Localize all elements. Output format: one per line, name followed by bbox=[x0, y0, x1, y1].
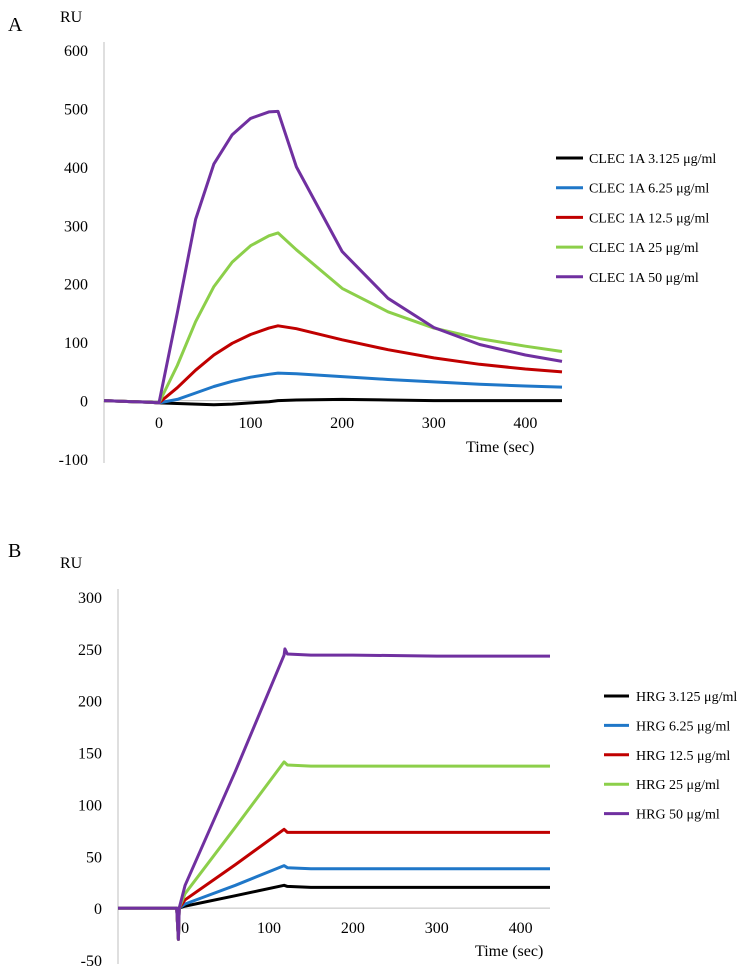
chart-b-y-axis-title: RU bbox=[60, 555, 83, 572]
chart-a-series-line-1 bbox=[103, 397, 562, 407]
panel-b-label: B bbox=[8, 540, 22, 562]
chart-a-y-tick-label: 200 bbox=[64, 277, 88, 294]
chart-a-y-tick-label: 0 bbox=[80, 394, 88, 411]
chart-a-y-tick-label: 500 bbox=[64, 101, 88, 118]
chart-a-y-axis-title: RU bbox=[60, 9, 83, 26]
chart-b-x-tick-label: 400 bbox=[509, 920, 533, 937]
chart-a-x-axis-title: Time (sec) bbox=[466, 439, 534, 456]
panel-a-label: A bbox=[8, 14, 23, 36]
chart-a-x-tick-label: 200 bbox=[330, 415, 354, 432]
chart-b-x-tick-label: 200 bbox=[341, 920, 365, 937]
chart-a-series-line-5 bbox=[103, 109, 563, 405]
chart-a-legend-label-1: CLEC 1A 3.125 μg/ml bbox=[589, 152, 716, 167]
chart-b-legend-label-4: HRG 25 μg/ml bbox=[636, 778, 720, 793]
chart-a-y-tick-label: 300 bbox=[64, 218, 88, 235]
chart-b-legend-label-1: HRG 3.125 μg/ml bbox=[636, 690, 737, 705]
chart-a-y-tick-label: 100 bbox=[64, 335, 88, 352]
chart-a-legend-label-3: CLEC 1A 12.5 μg/ml bbox=[589, 211, 709, 226]
chart-b-y-tick-label: 100 bbox=[78, 797, 102, 814]
chart-a-y-tick-label: 400 bbox=[64, 160, 88, 177]
chart-a-series-line-2 bbox=[103, 371, 563, 405]
chart-b-x-tick-label: 300 bbox=[425, 920, 449, 937]
chart-a-series-line-3 bbox=[103, 324, 563, 405]
chart-a-x-tick-label: 0 bbox=[155, 415, 163, 432]
chart-b-y-tick-label: 150 bbox=[78, 746, 102, 763]
chart-a-x-tick-label: 400 bbox=[513, 415, 537, 432]
chart-b-y-tick-label: 50 bbox=[86, 849, 102, 866]
chart-b-y-tick-label: 200 bbox=[78, 694, 102, 711]
chart-b-series-line-4 bbox=[118, 760, 550, 941]
chart-a-y-tick-label: 600 bbox=[64, 43, 88, 60]
chart-b-y-tick-label: 300 bbox=[78, 590, 102, 607]
chart-b-series-line-5 bbox=[118, 647, 550, 941]
chart-b-x-tick-label: 0 bbox=[181, 920, 189, 937]
chart-a-legend-label-2: CLEC 1A 6.25 μg/ml bbox=[589, 182, 709, 197]
chart-b-y-tick-label: -50 bbox=[81, 953, 102, 970]
chart-b-legend-label-5: HRG 50 μg/ml bbox=[636, 808, 720, 823]
chart-b-legend-label-2: HRG 6.25 μg/ml bbox=[636, 719, 730, 734]
chart-a-x-tick-label: 300 bbox=[422, 415, 446, 432]
chart-a-y-tick-label: -100 bbox=[59, 452, 88, 469]
chart-b-x-axis-title: Time (sec) bbox=[475, 943, 543, 960]
chart-a-x-tick-label: 100 bbox=[239, 415, 263, 432]
chart-b-x-tick-label: 100 bbox=[257, 920, 281, 937]
chart-b-y-tick-label: 0 bbox=[94, 901, 102, 918]
chart-a-legend-label-4: CLEC 1A 25 μg/ml bbox=[589, 241, 699, 256]
chart-a-legend-label-5: CLEC 1A 50 μg/ml bbox=[589, 271, 699, 286]
chart-b-legend-label-3: HRG 12.5 μg/ml bbox=[636, 749, 730, 764]
chart-b-y-tick-label: 250 bbox=[78, 642, 102, 659]
